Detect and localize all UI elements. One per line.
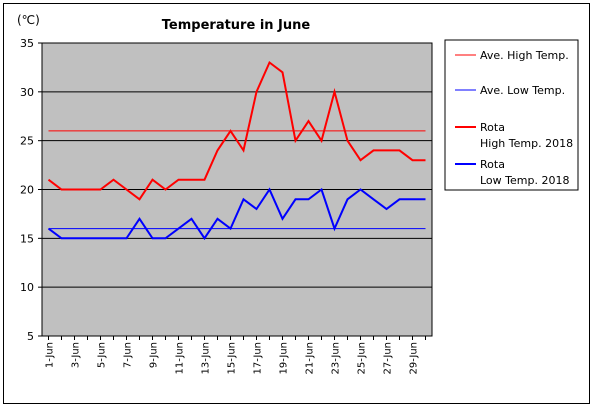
- x-tick-label: 7-Jun: [123, 342, 134, 368]
- x-tick-label: 5-Jun: [97, 342, 108, 368]
- x-tick-label: 27-Jun: [383, 342, 394, 375]
- unit-label: (℃): [17, 13, 40, 27]
- chart-title: Temperature in June: [162, 18, 311, 33]
- x-tick-label: 19-Jun: [279, 342, 290, 375]
- series-line-3: [47, 60, 426, 201]
- x-tick-label: 9-Jun: [149, 342, 160, 368]
- y-tick-label: 15: [20, 232, 34, 245]
- x-tick-label: 11-Jun: [175, 342, 186, 375]
- legend-box: [444, 39, 579, 191]
- x-tick-label: 25-Jun: [357, 342, 368, 375]
- y-tick-label: 30: [20, 86, 34, 99]
- legend-label: Rota Low Temp. 2018: [480, 158, 569, 187]
- x-tick-label: 29-Jun: [409, 342, 420, 375]
- series-line-4: [47, 187, 426, 241]
- x-tick-label: 1-Jun: [45, 342, 56, 368]
- legend: Ave. High Temp. Ave. Low Temp. Rota High Te…: [444, 39, 579, 191]
- legend-label: Ave. High Temp.: [480, 49, 569, 62]
- x-tick-label: 15-Jun: [227, 342, 238, 375]
- y-tick-label: 25: [20, 135, 34, 148]
- y-axis: 5 10 15 20 25 30 35: [20, 37, 42, 343]
- series-lines: [47, 60, 426, 241]
- x-tick-label: 21-Jun: [305, 342, 316, 375]
- y-tick-label: 10: [20, 281, 34, 294]
- legend-label: Ave. Low Temp.: [480, 84, 565, 97]
- x-tick-label: 3-Jun: [71, 342, 82, 368]
- legend-label: Rota High Temp. 2018: [480, 121, 573, 150]
- y-tick-label: 20: [20, 184, 34, 197]
- y-tick-label: 35: [20, 37, 34, 50]
- x-axis: 1-Jun 3-Jun 5-Jun 7-Jun 9-Jun 11-Jun 13-Jun 15-…: [45, 336, 426, 375]
- y-tick-label: 5: [27, 330, 34, 343]
- x-tick-label: 13-Jun: [201, 342, 212, 375]
- x-tick-label: 23-Jun: [331, 342, 342, 375]
- x-tick-label: 17-Jun: [253, 342, 264, 375]
